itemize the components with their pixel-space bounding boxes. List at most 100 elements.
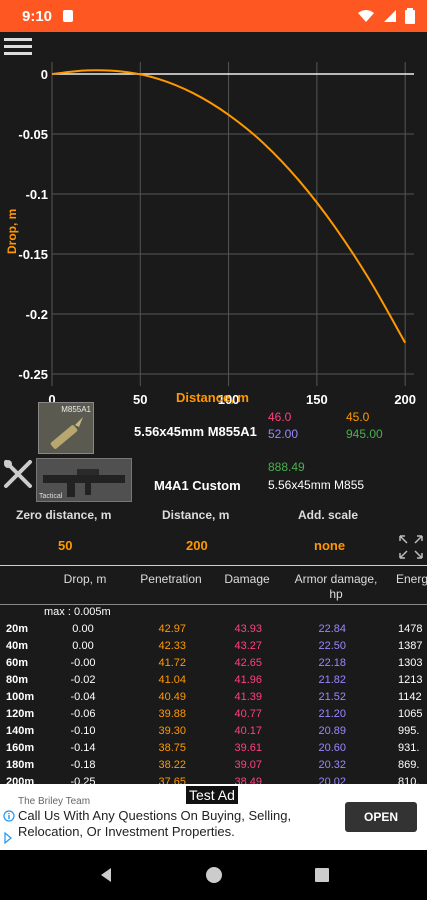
row-drop: -0.14 — [70, 742, 96, 754]
zero-distance-value[interactable]: 50 — [58, 538, 73, 553]
weapon-ammo-text: 5.56x45mm M855 — [268, 478, 365, 492]
add-scale-value[interactable]: none — [314, 538, 346, 553]
section-divider — [0, 565, 427, 566]
ammo-stat-pink: 46.0 — [268, 410, 292, 424]
col-damage-header: Damage — [224, 572, 270, 586]
tools-icon[interactable] — [2, 458, 34, 490]
row-armor-damage: 21.82 — [318, 674, 346, 686]
ad-banner[interactable]: Test Ad The Briley Team Call Us With Any… — [0, 784, 427, 850]
row-drop: -0.02 — [70, 674, 96, 686]
col-armor-header: Armor damage, hp — [294, 572, 378, 601]
table-row: 60m -0.00 41.72 42.65 22.18 1303 — [0, 657, 427, 674]
row-armor-damage: 21.20 — [318, 708, 346, 720]
row-energy: 931. — [398, 742, 420, 754]
back-icon[interactable] — [97, 866, 115, 884]
row-armor-damage: 20.02 — [318, 776, 346, 784]
row-penetration: 39.30 — [158, 725, 186, 737]
y-tick-label: -0.1 — [26, 187, 48, 202]
x-tick-label: 0 — [48, 392, 55, 407]
row-distance: 100m — [6, 691, 35, 703]
row-energy: 1387 — [398, 640, 423, 652]
ad-choices-icon[interactable] — [3, 832, 13, 844]
row-drop: 0.00 — [72, 640, 94, 652]
chart-grid — [51, 62, 414, 386]
table-header-divider — [0, 604, 427, 605]
row-penetration: 41.72 — [158, 657, 186, 669]
row-drop: -0.18 — [70, 759, 96, 771]
row-damage: 40.77 — [234, 708, 262, 720]
row-drop: -0.04 — [70, 691, 96, 703]
row-energy: 1213 — [398, 674, 423, 686]
row-penetration: 42.33 — [158, 640, 186, 652]
row-drop: -0.25 — [70, 776, 96, 784]
row-distance: 80m — [6, 674, 29, 686]
y-tick-label: 0 — [41, 67, 48, 82]
ad-open-button[interactable]: OPEN — [345, 802, 417, 832]
weapon-name: M4A1 Custom — [154, 478, 241, 493]
col-penetration-header: Penetration — [140, 572, 202, 586]
col-drop-header: Drop, m — [63, 572, 107, 586]
x-tick-label: 100 — [218, 392, 240, 407]
y-tick-label: -0.2 — [26, 307, 48, 322]
ammo-thumbnail[interactable]: M855A1 — [38, 402, 94, 454]
status-time: 9:10 — [22, 7, 53, 25]
distance-label: Distance, m — [162, 508, 230, 522]
row-energy: 869. — [398, 759, 420, 771]
col-energy-header: Energ — [396, 572, 427, 586]
nav-bar — [0, 850, 427, 900]
row-damage: 40.17 — [234, 725, 262, 737]
table-row: 160m -0.14 38.75 39.61 20.60 931. — [0, 742, 427, 759]
status-bar: 9:10 — [0, 0, 427, 32]
row-damage: 39.07 — [234, 759, 262, 771]
ammo-name: 5.56x45mm M855A1 — [134, 424, 257, 439]
ad-info-icon[interactable] — [3, 810, 15, 822]
table-row: 120m -0.06 39.88 40.77 21.20 1065 — [0, 708, 427, 725]
y-axis-label: Drop, m — [5, 209, 19, 254]
table-header: Drop, m Penetration Damage Armor damage,… — [0, 568, 427, 604]
row-energy: 810. — [398, 776, 420, 784]
weapon-thumbnail[interactable]: Tactical — [36, 458, 132, 502]
row-distance: 160m — [6, 742, 35, 754]
row-damage: 39.61 — [234, 742, 262, 754]
table-row: 80m -0.02 41.04 41.96 21.82 1213 — [0, 674, 427, 691]
ammo-stat-green: 945.00 — [346, 427, 383, 441]
row-penetration: 42.97 — [158, 623, 186, 635]
battery-icon — [405, 8, 415, 24]
row-damage: 42.65 — [234, 657, 262, 669]
row-distance: 40m — [6, 640, 29, 652]
y-tick-label: -0.05 — [18, 127, 48, 142]
row-penetration: 38.75 — [158, 742, 186, 754]
row-armor-damage: 22.18 — [318, 657, 346, 669]
x-axis-label: Distance, m — [176, 390, 249, 405]
wifi-icon — [358, 10, 374, 22]
row-drop: -0.00 — [70, 657, 96, 669]
distance-value[interactable]: 200 — [186, 538, 208, 553]
table-row: 20m 0.00 42.97 43.93 22.84 1478 — [0, 623, 427, 640]
ad-label: Test Ad — [186, 786, 238, 804]
row-damage: 43.93 — [234, 623, 262, 635]
trajectory-line — [51, 69, 407, 344]
x-tick-label: 50 — [133, 392, 147, 407]
row-distance: 120m — [6, 708, 35, 720]
row-penetration: 39.88 — [158, 708, 186, 720]
expand-icon[interactable] — [398, 534, 424, 560]
row-distance: 140m — [6, 725, 35, 737]
row-damage: 38.49 — [234, 776, 262, 784]
weapon-thumb-label: Tactical — [39, 493, 63, 500]
notification-icon — [63, 10, 74, 22]
row-penetration: 40.49 — [158, 691, 186, 703]
ad-text: Call Us With Any Questions On Buying, Se… — [18, 808, 292, 839]
row-armor-damage: 22.50 — [318, 640, 346, 652]
bullet-icon — [50, 417, 83, 449]
add-scale-label: Add. scale — [298, 508, 359, 522]
x-tick-label: 200 — [394, 392, 416, 407]
row-drop: -0.10 — [70, 725, 96, 737]
zero-distance-label: Zero distance, m — [16, 508, 112, 522]
row-distance: 200m — [6, 776, 35, 784]
row-armor-damage: 20.60 — [318, 742, 346, 754]
y-tick-label: -0.15 — [18, 247, 48, 262]
menu-icon[interactable] — [4, 36, 32, 58]
home-icon[interactable] — [205, 866, 223, 884]
table-row: 40m 0.00 42.33 43.27 22.50 1387 — [0, 640, 427, 657]
recents-icon[interactable] — [313, 866, 331, 884]
